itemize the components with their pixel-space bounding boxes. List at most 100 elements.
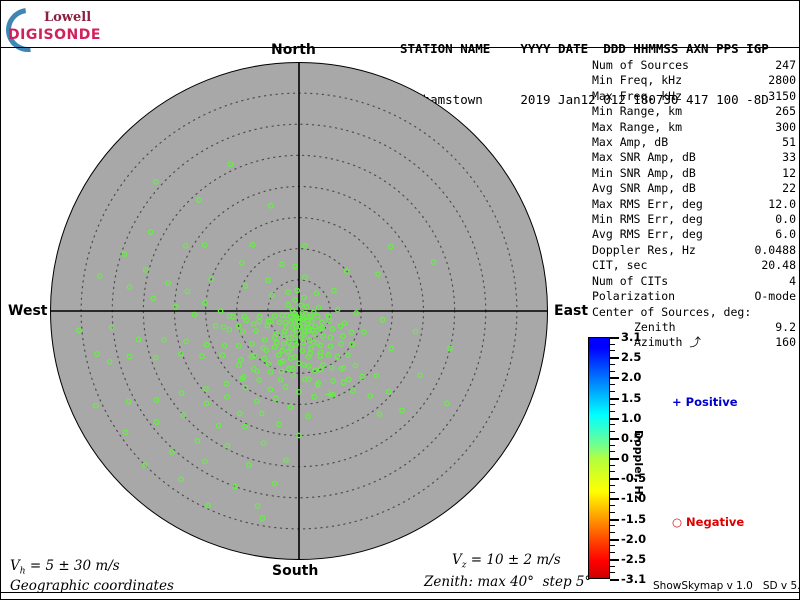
- colorbar-minor-tick: [610, 363, 615, 365]
- colorbar-major-tick: [610, 357, 619, 360]
- colorbar-minor-tick: [610, 431, 615, 433]
- stat-row: Polarization O-mode: [592, 289, 796, 304]
- colorbar-major-tick: [610, 337, 619, 339]
- vh-subscript: h: [19, 566, 26, 577]
- compass-label-west: West: [8, 303, 48, 319]
- stat-key: Num of CITs: [592, 273, 669, 288]
- colorbar-minor-tick: [610, 505, 615, 507]
- horizontal-velocity-annotation: Vh = 5 ± 30 m/s: [10, 558, 120, 577]
- stat-row: Avg SNR Amp, dB 22: [592, 181, 796, 196]
- colorbar-minor-tick: [610, 444, 615, 446]
- stat-row: Max SNR Amp, dB 33: [592, 150, 796, 165]
- statistics-panel: Num of Sources 247 Min Freq, kHz 2800 Max …: [592, 58, 796, 351]
- colorbar-major-tick: [610, 518, 619, 521]
- colorbar-tick-label: 2.5: [621, 350, 642, 365]
- software-version-label: ShowSkymap v 1.0 SD v 5.1: [653, 580, 800, 592]
- stat-row: Avg RMS Err, deg 6.0: [592, 227, 796, 242]
- colorbar-minor-tick: [610, 410, 615, 412]
- colorbar-minor-tick: [610, 451, 615, 453]
- colorbar-minor-tick: [610, 511, 615, 513]
- stat-row: CIT, sec 20.48: [592, 258, 796, 273]
- colorbar-major-tick: [610, 498, 619, 501]
- colorbar-major-tick: [610, 437, 619, 440]
- colorbar-major-tick: [610, 478, 619, 481]
- source-points: [75, 161, 453, 522]
- colorbar-major-tick: [610, 458, 619, 460]
- colorbar-ticks: 3.1 2.5 2.0 1.5 1.0 0.5 0 -0.5 -1.0 -1.5 -2.0 -2.5 -…: [610, 330, 670, 586]
- stat-key: Max Amp, dB: [592, 135, 669, 150]
- colorbar-tick-label: 2.0: [621, 370, 642, 385]
- colorbar-minor-tick: [610, 572, 615, 574]
- stat-value: O-mode: [754, 289, 796, 304]
- colorbar-tick-label: 1.5: [621, 390, 642, 405]
- stat-key: Doppler Res, Hz: [592, 242, 696, 257]
- colorbar-major-tick: [610, 397, 619, 400]
- colorbar-minor-tick: [610, 424, 615, 426]
- logo-lowell-text: Lowell: [44, 10, 92, 25]
- stat-row: Doppler Res, Hz 0.0488: [592, 243, 796, 258]
- center-zenith-row: Zenith 9.2: [592, 320, 796, 335]
- vz-subscript: z: [461, 560, 467, 571]
- stat-key: Min SNR Amp, dB: [592, 165, 696, 180]
- stat-row: Min Range, km 265: [592, 104, 796, 119]
- stat-row: Max RMS Err, deg 12.0: [592, 197, 796, 212]
- colorbar-minor-tick: [610, 384, 615, 386]
- stat-value: 3150: [768, 88, 796, 103]
- footer-divider: [0, 592, 800, 593]
- doppler-colorbar[interactable]: [588, 337, 610, 579]
- stat-key: Polarization: [592, 289, 676, 304]
- colorbar-tick-label: -2.5: [621, 551, 647, 566]
- stat-row: Min Freq, kHz 2800: [592, 73, 796, 88]
- stat-value: 2800: [768, 73, 796, 88]
- colorbar-major-tick: [610, 417, 619, 420]
- colorbar-tick-label: -3.1: [621, 572, 647, 586]
- lowell-digisonde-logo: Lowell DIGISONDE: [0, 0, 101, 61]
- colorbar-axis-label: Doppler, Hz: [632, 430, 645, 502]
- colorbar-minor-tick: [610, 350, 615, 352]
- colorbar-tick-label: -2.0: [621, 531, 647, 546]
- colorbar-minor-tick: [610, 471, 615, 473]
- stat-key: Max Range, km: [592, 119, 683, 134]
- colorbar-tick-label: 3.1: [621, 330, 642, 344]
- vz-text: = 10 ± 2 m/s: [466, 552, 561, 568]
- colorbar-major-tick: [610, 377, 619, 380]
- stat-row: Max Range, km 300: [592, 120, 796, 135]
- colorbar-major-tick: [610, 558, 619, 561]
- station-header: STATION NAME YYYY DATE DDD HHMMSS AXN PP…: [400, 6, 769, 125]
- stat-value: 265: [775, 104, 796, 119]
- stat-row: Num of Sources 247: [592, 58, 796, 73]
- colorbar-tick-label: -0.5: [621, 471, 647, 486]
- header-divider: [0, 47, 800, 48]
- stat-row: Max Amp, dB 51: [592, 135, 796, 150]
- stat-key: Min Freq, kHz: [592, 73, 683, 88]
- skymap-polar-plot[interactable]: [50, 62, 548, 560]
- stat-value: 51: [782, 135, 796, 150]
- colorbar-major-tick: [610, 579, 619, 581]
- colorbar-minor-tick: [610, 370, 615, 372]
- zenith-scale-label: Zenith: max 40° step 5°: [424, 574, 592, 590]
- coordinate-system-label: Geographic coordinates: [10, 578, 174, 594]
- logo-digisonde-text: DIGISONDE: [8, 27, 101, 43]
- colorbar-minor-tick: [610, 552, 615, 554]
- vz-symbol: V: [452, 552, 462, 568]
- stat-value: 6.0: [775, 227, 796, 242]
- stat-value: 20.48: [761, 258, 796, 273]
- colorbar-minor-tick: [610, 464, 615, 466]
- colorbar-minor-tick: [610, 484, 615, 486]
- colorbar-major-tick: [610, 538, 619, 541]
- colorbar-minor-tick: [610, 390, 615, 392]
- stat-value: 22: [782, 181, 796, 196]
- colorbar-minor-tick: [610, 531, 615, 533]
- header-labels-row: STATION NAME YYYY DATE DDD HHMMSS AXN PP…: [400, 41, 769, 56]
- center-azimuth-row: Azimuth ⤴ 160: [592, 335, 796, 350]
- legend-positive: + Positive: [672, 395, 738, 409]
- stat-key: Max SNR Amp, dB: [592, 150, 696, 165]
- center-of-sources-marker: [325, 390, 334, 399]
- colorbar-tick-label: -1.5: [621, 511, 647, 526]
- stat-key: Num of Sources: [592, 58, 689, 72]
- stat-key: Min Range, km: [592, 104, 683, 119]
- stat-value: 0.0: [775, 212, 796, 227]
- colorbar-minor-tick: [610, 545, 615, 547]
- colorbar-minor-tick: [610, 525, 615, 527]
- center-of-sources-header: Center of Sources, deg:: [592, 304, 752, 319]
